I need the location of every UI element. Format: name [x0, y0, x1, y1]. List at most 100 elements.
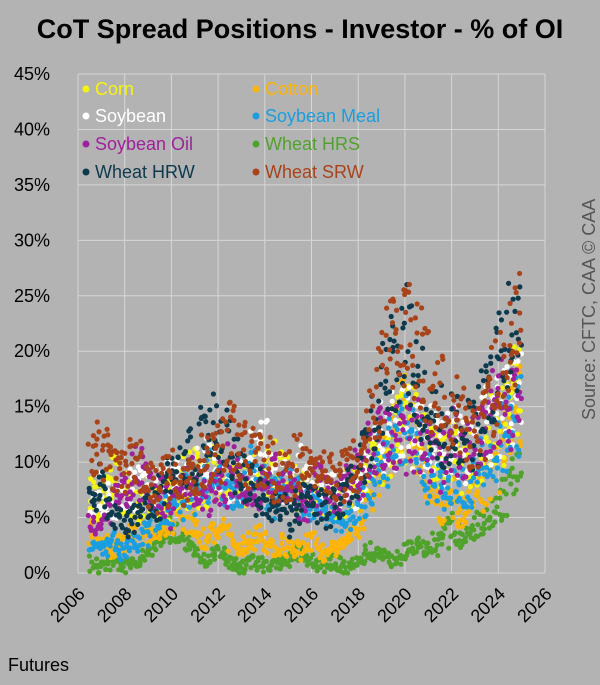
data-point — [386, 415, 392, 422]
data-point — [117, 460, 123, 466]
data-point — [89, 457, 95, 464]
data-point — [269, 538, 275, 544]
data-point — [455, 524, 462, 530]
data-point — [240, 534, 246, 540]
data-point — [215, 546, 221, 552]
data-point — [242, 458, 249, 465]
data-point — [510, 296, 516, 302]
data-point — [178, 479, 184, 485]
data-point — [503, 399, 509, 405]
data-point — [459, 523, 466, 530]
data-point — [337, 461, 343, 467]
data-point — [258, 440, 264, 447]
data-point — [243, 476, 249, 482]
data-point — [94, 451, 100, 457]
data-point — [251, 468, 257, 474]
data-point — [428, 468, 435, 474]
data-point — [236, 422, 242, 428]
data-point — [512, 308, 518, 314]
data-point — [140, 541, 146, 547]
data-point — [264, 550, 270, 556]
data-point — [211, 539, 217, 546]
data-point — [219, 551, 225, 557]
data-point — [218, 480, 224, 486]
data-point — [148, 482, 154, 488]
data-point — [221, 545, 228, 551]
data-point — [86, 553, 93, 559]
data-point — [314, 511, 320, 517]
data-point — [227, 480, 233, 486]
data-point — [253, 512, 259, 519]
data-point — [291, 553, 298, 560]
data-point — [413, 460, 420, 466]
data-point — [385, 406, 391, 412]
data-point — [307, 555, 314, 561]
data-point — [338, 495, 344, 501]
data-point — [196, 500, 202, 506]
data-point — [456, 402, 462, 409]
data-point — [464, 438, 470, 444]
data-point — [508, 447, 514, 453]
data-point — [401, 383, 407, 389]
data-point — [516, 453, 522, 459]
data-point — [398, 445, 404, 451]
data-point — [510, 349, 516, 355]
data-point — [121, 517, 127, 523]
data-point — [266, 507, 273, 513]
data-point — [384, 476, 391, 482]
data-point — [355, 494, 361, 500]
data-point — [145, 543, 151, 549]
data-point — [94, 436, 100, 442]
data-point — [348, 536, 355, 542]
data-point — [161, 527, 167, 533]
data-point — [372, 420, 378, 426]
data-point — [201, 467, 207, 473]
data-point — [252, 458, 258, 465]
data-point — [382, 462, 388, 468]
data-point — [172, 479, 178, 485]
data-point — [207, 558, 213, 564]
data-point — [252, 449, 259, 455]
data-point — [475, 464, 481, 470]
data-point — [498, 317, 505, 323]
data-point — [175, 454, 181, 461]
data-point — [198, 404, 204, 410]
data-point — [171, 506, 177, 512]
data-point — [257, 522, 263, 529]
data-point — [491, 444, 497, 450]
data-point — [334, 549, 341, 555]
data-point — [363, 512, 369, 519]
data-point — [323, 499, 329, 505]
data-point — [337, 501, 344, 507]
data-point — [109, 486, 116, 492]
data-point — [380, 418, 386, 424]
data-point — [450, 441, 456, 447]
data-point — [323, 516, 330, 522]
data-point — [408, 303, 415, 309]
data-point — [495, 391, 501, 397]
data-point — [469, 457, 476, 463]
data-point — [279, 535, 286, 541]
data-point — [448, 495, 454, 501]
data-point — [286, 449, 292, 455]
data-point — [416, 378, 422, 384]
data-point — [361, 551, 367, 557]
data-point — [327, 490, 333, 496]
data-point — [235, 542, 241, 548]
data-point — [220, 443, 226, 449]
data-point — [260, 538, 266, 544]
data-point — [517, 438, 523, 444]
data-point — [412, 438, 418, 444]
data-point — [314, 520, 320, 526]
data-point — [385, 483, 391, 489]
data-point — [516, 270, 523, 277]
data-point — [459, 427, 465, 433]
data-point — [516, 340, 523, 346]
data-point — [257, 451, 264, 457]
data-point — [503, 404, 509, 410]
data-point — [350, 438, 356, 444]
data-point — [512, 285, 518, 291]
data-point — [139, 547, 146, 553]
data-point — [342, 493, 348, 499]
data-point — [125, 528, 132, 534]
